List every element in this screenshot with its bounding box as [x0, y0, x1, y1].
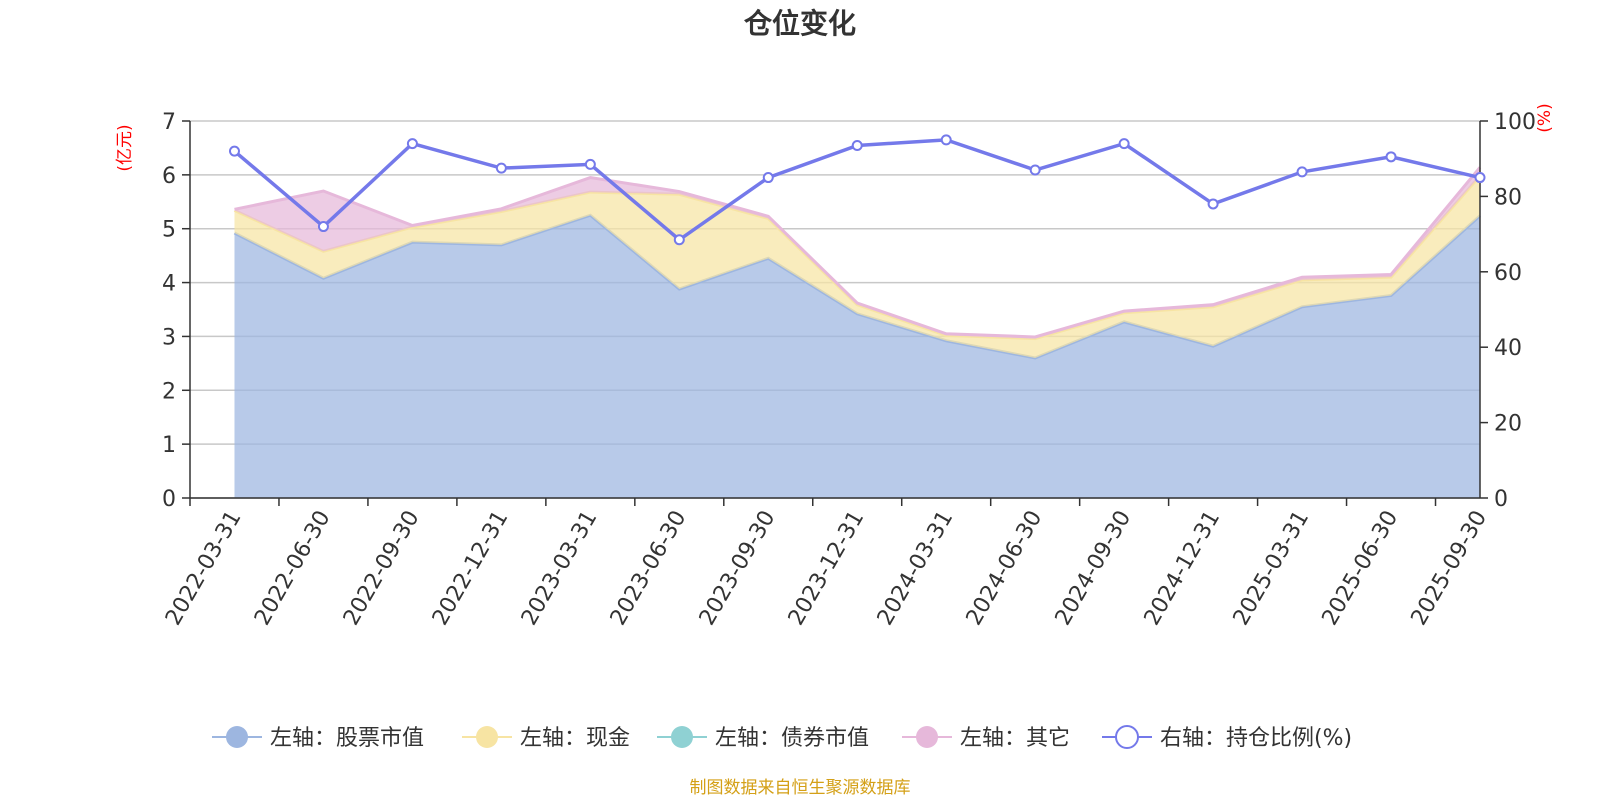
left-tick-label: 3	[162, 325, 176, 350]
legend-label: 左轴：现金	[520, 726, 630, 751]
legend-item: 左轴：股票市值	[212, 726, 424, 751]
ratio-point	[406, 138, 418, 150]
right-tick-label: 40	[1494, 336, 1522, 361]
x-tick-label: 2022-03-31	[161, 507, 247, 630]
source-note: 制图数据来自恒生聚源数据库	[690, 778, 911, 798]
legend: 左轴：股票市值 左轴：现金 左轴：债券市值 左轴：其它 右轴：持仓比例(%)	[212, 725, 1352, 751]
ratio-point	[495, 162, 507, 174]
ratio-point	[1118, 138, 1130, 150]
x-tick-label: 2022-09-30	[339, 507, 425, 630]
x-tick-label: 2025-06-30	[1318, 507, 1404, 630]
legend-label: 左轴：股票市值	[270, 726, 424, 751]
ratio-point	[940, 134, 952, 146]
right-tick-label: 60	[1494, 261, 1522, 286]
ratio-point	[762, 172, 774, 184]
x-tick-label: 2023-03-31	[517, 507, 603, 630]
right-axis-unit: (%)	[1535, 103, 1555, 132]
legend-label: 左轴：债券市值	[715, 726, 869, 751]
right-tick-label: 0	[1494, 487, 1508, 512]
right-tick-label: 100	[1494, 110, 1536, 135]
right-tick-label: 20	[1494, 412, 1522, 437]
left-tick-label: 6	[162, 164, 176, 189]
x-tick-label: 2022-06-30	[250, 507, 336, 630]
legend-marker	[226, 726, 248, 748]
ratio-point	[851, 140, 863, 152]
x-tick-label: 2023-09-30	[695, 507, 781, 630]
ratio-point	[584, 158, 596, 170]
ratio-point	[1207, 198, 1219, 210]
x-tick-label: 2025-09-30	[1407, 507, 1493, 630]
left-tick-label: 2	[162, 379, 176, 404]
x-tick-label: 2023-06-30	[606, 507, 692, 630]
chart-title: 仓位变化	[744, 7, 856, 40]
ratio-line-series	[228, 134, 1486, 246]
left-tick-label: 5	[162, 218, 176, 243]
ratio-point	[673, 234, 685, 246]
right-tick-label: 80	[1494, 185, 1522, 210]
x-tick-label: 2024-06-30	[962, 507, 1048, 630]
left-tick-label: 7	[162, 110, 176, 135]
ratio-point	[1029, 164, 1041, 176]
ratio-point	[228, 145, 240, 157]
x-tick-label: 2024-09-30	[1051, 507, 1137, 630]
x-tick-label: 2025-03-31	[1229, 507, 1315, 630]
left-tick-label: 1	[162, 433, 176, 458]
ratio-point	[1296, 166, 1308, 178]
x-tick-label: 2023-12-31	[784, 507, 870, 630]
area-左轴：股票市值	[234, 215, 1480, 498]
ratio-point	[1474, 172, 1486, 184]
legend-marker	[916, 726, 938, 748]
legend-marker	[1115, 725, 1139, 749]
legend-item: 右轴：持仓比例(%)	[1102, 725, 1352, 751]
legend-label: 右轴：持仓比例(%)	[1160, 726, 1352, 751]
legend-marker	[671, 726, 693, 748]
ratio-point	[317, 221, 329, 233]
left-axis-unit: (亿元)	[115, 124, 135, 171]
left-tick-label: 4	[162, 272, 176, 297]
legend-label: 左轴：其它	[960, 726, 1070, 751]
ratio-point	[1385, 151, 1397, 163]
x-tick-label: 2024-12-31	[1140, 507, 1226, 630]
legend-marker	[476, 726, 498, 748]
x-tick-label: 2022-12-31	[428, 506, 514, 629]
legend-item: 左轴：现金	[462, 726, 630, 751]
legend-item: 左轴：其它	[902, 726, 1070, 751]
x-tick-label: 2024-03-31	[873, 507, 959, 630]
left-tick-label: 0	[162, 487, 176, 512]
stacked-areas	[233, 166, 1482, 498]
area-左轴：现金	[234, 175, 1480, 358]
area-edge-左轴：其它	[234, 166, 1482, 339]
legend-item: 左轴：债券市值	[657, 726, 869, 751]
